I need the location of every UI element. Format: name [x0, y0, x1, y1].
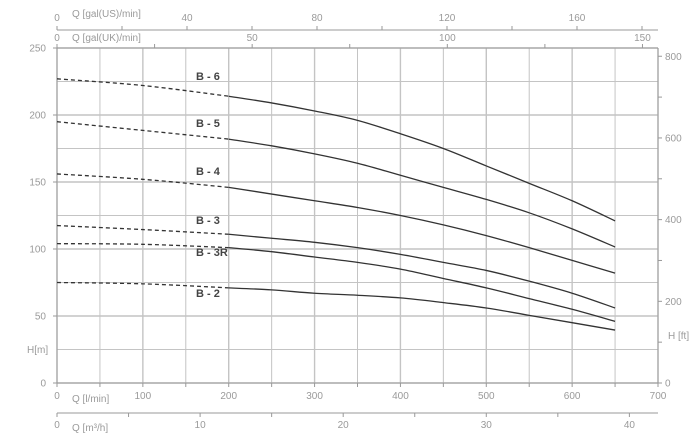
us-axis-label: Q [gal(US)/min] — [72, 9, 141, 20]
y-tick-label: 150 — [29, 178, 46, 189]
curve-dashed — [56, 224, 229, 235]
curve-solid — [228, 247, 616, 322]
series-label: B - 4 — [196, 166, 221, 178]
uk-tick-label: 50 — [247, 33, 259, 44]
x-tick-label: 0 — [54, 391, 60, 402]
curve-dashed — [56, 121, 229, 140]
y2-tick-label: 0 — [665, 379, 671, 390]
m3h-tick-label: 10 — [195, 420, 207, 431]
m3h-tick-label: 30 — [481, 420, 493, 431]
us-tick-label: 120 — [439, 13, 456, 24]
y-tick-label: 200 — [29, 111, 46, 122]
y2-tick-label: 800 — [665, 52, 682, 63]
curve-dashed — [56, 173, 229, 189]
curve-solid — [228, 95, 616, 222]
y-axis-label: H[m] — [27, 345, 48, 356]
y2-tick-label: 600 — [665, 133, 682, 144]
series-label: B - 6 — [196, 71, 220, 83]
y-tick-label: 250 — [29, 44, 46, 55]
curve-solid — [228, 186, 616, 274]
us-tick-label: 0 — [54, 13, 60, 24]
curve-solid — [228, 233, 616, 309]
x-tick-label: 300 — [306, 391, 323, 402]
uk-tick-label: 0 — [54, 33, 60, 44]
y-tick-label: 0 — [40, 379, 46, 390]
m3h-tick-label: 40 — [624, 420, 636, 431]
series-label: B - 5 — [196, 118, 220, 130]
series-label: B - 3R — [196, 247, 228, 259]
y2-axis-label: H [ft] — [668, 331, 689, 342]
series-label: B - 2 — [196, 288, 220, 300]
series-label: B - 3 — [196, 215, 220, 227]
x-tick-label: 600 — [564, 391, 581, 402]
us-tick-label: 80 — [311, 13, 323, 24]
curve-dashed — [56, 78, 229, 97]
y2-tick-label: 400 — [665, 215, 682, 226]
us-tick-label: 40 — [181, 13, 193, 24]
us-tick-label: 160 — [569, 13, 586, 24]
uk-tick-label: 100 — [439, 33, 456, 44]
x-tick-label: 400 — [392, 391, 409, 402]
y-tick-label: 50 — [35, 312, 47, 323]
m3h-tick-label: 20 — [338, 420, 350, 431]
m3h-axis-label: Q [m³/h] — [72, 423, 108, 434]
uk-tick-label: 150 — [634, 33, 651, 44]
curve-solid — [228, 287, 616, 331]
x-tick-label: 200 — [220, 391, 237, 402]
uk-axis-label: Q [gal(UK)/min] — [72, 33, 141, 44]
curve-dashed — [56, 281, 229, 289]
curve-dashed — [56, 242, 229, 249]
x-axis-label: Q [l/min] — [72, 394, 109, 405]
x-tick-label: 500 — [478, 391, 495, 402]
x-tick-label: 100 — [135, 391, 152, 402]
m3h-tick-label: 0 — [54, 420, 60, 431]
x-tick-label: 700 — [650, 391, 667, 402]
y2-tick-label: 200 — [665, 297, 682, 308]
curve-solid — [228, 138, 616, 248]
y-tick-label: 100 — [29, 245, 46, 256]
